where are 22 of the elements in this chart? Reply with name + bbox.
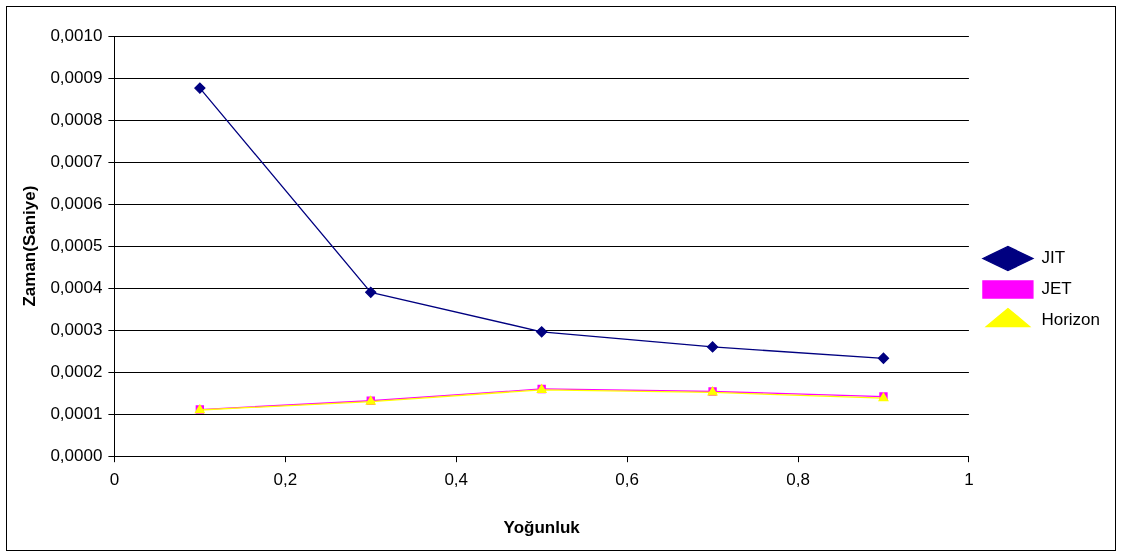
y-tick-label: 0,0009 [50,67,103,87]
x-tick-label: 0,2 [273,470,298,490]
y-tick-label: 0,0008 [50,109,103,129]
x-tick-label: 1 [964,470,974,490]
x-axis-title: Yoğunluk [503,518,581,538]
y-tick-label: 0,0010 [50,25,103,45]
legend-label: JIT [1041,248,1066,268]
x-tick-label: 0,6 [615,470,639,490]
y-axis-title: Zaman(Saniye) [19,185,39,307]
y-tick-label: 0,0002 [50,361,103,381]
y-tick-label: 0,0004 [50,277,103,297]
y-tick-label: 0,0005 [50,235,103,255]
y-tick-label: 0,0007 [50,151,103,171]
y-tick-label: 0,0003 [50,319,103,339]
y-tick-label: 0,0000 [50,445,103,465]
x-tick-label: 0,4 [444,470,469,490]
legend-label: Horizon [1041,310,1101,330]
y-tick-label: 0,0001 [50,403,103,423]
y-tick-label: 0,0006 [50,193,103,213]
legend-label: JET [1041,279,1072,299]
x-tick-label: 0,8 [786,470,810,490]
x-tick-label: 0 [109,470,120,490]
